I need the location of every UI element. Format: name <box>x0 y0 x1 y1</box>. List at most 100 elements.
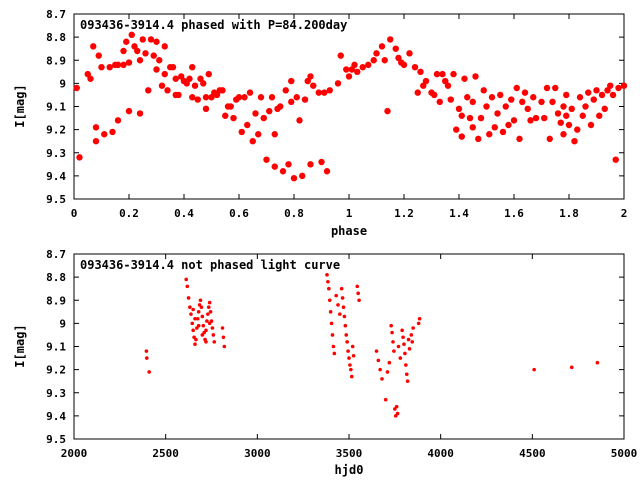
data-point <box>290 174 298 182</box>
data-point <box>346 349 350 353</box>
data-point <box>341 305 346 309</box>
data-point <box>387 36 394 43</box>
x-tick-label: 0.4 <box>174 207 194 220</box>
data-point <box>480 87 487 94</box>
x-tick-label: 2 <box>621 207 628 220</box>
data-point <box>431 91 438 99</box>
x-tick-label: 4000 <box>427 447 454 460</box>
data-point <box>439 70 446 78</box>
x-tick-label: 1.6 <box>504 207 524 220</box>
data-point <box>330 333 335 337</box>
data-point <box>202 94 210 101</box>
data-point <box>343 323 348 328</box>
data-point <box>402 342 406 346</box>
data-point <box>513 84 520 92</box>
data-point <box>461 75 468 82</box>
data-point <box>106 63 113 71</box>
data-point <box>365 61 372 69</box>
data-point <box>191 328 195 333</box>
data-point <box>380 377 384 381</box>
data-point <box>205 70 212 78</box>
y-tick-label: 8.7 <box>46 8 66 21</box>
data-point <box>153 66 160 73</box>
data-point <box>601 105 608 113</box>
data-point <box>325 273 329 277</box>
data-point <box>92 124 100 131</box>
data-point <box>193 342 197 346</box>
y-tick-label: 9 <box>59 317 66 330</box>
data-point <box>197 75 204 82</box>
y-tick-label: 9.4 <box>46 170 66 183</box>
data-point <box>563 91 570 99</box>
data-point <box>574 126 581 133</box>
data-point <box>389 323 393 328</box>
data-point <box>279 168 287 175</box>
data-point <box>189 94 196 101</box>
data-points <box>73 31 628 182</box>
data-point <box>178 73 185 80</box>
data-point <box>145 87 152 94</box>
data-point <box>568 105 575 113</box>
data-point <box>391 340 395 344</box>
data-point <box>207 321 212 326</box>
data-point <box>590 96 597 103</box>
data-point <box>351 61 358 69</box>
data-point <box>206 312 210 316</box>
data-point <box>205 319 209 323</box>
data-point <box>332 351 337 356</box>
data-point <box>202 105 210 113</box>
data-point <box>403 351 407 356</box>
data-point <box>569 365 574 370</box>
data-point <box>453 126 460 133</box>
data-point <box>516 135 523 143</box>
data-point <box>407 347 412 351</box>
y-tick-label: 9.2 <box>46 124 66 137</box>
data-point <box>252 110 259 117</box>
x-tick-label: 0 <box>71 207 78 220</box>
data-point <box>164 87 171 94</box>
data-point <box>620 82 628 89</box>
data-point <box>323 168 331 175</box>
data-point <box>356 291 360 296</box>
data-point <box>125 59 133 66</box>
data-point <box>392 349 396 353</box>
data-point <box>136 110 144 117</box>
data-point <box>409 333 414 337</box>
x-tick-label: 1.8 <box>559 207 579 220</box>
data-point <box>384 107 391 115</box>
data-point <box>491 124 498 131</box>
data-point <box>268 94 276 101</box>
data-point <box>394 404 399 409</box>
data-point <box>378 43 386 50</box>
data-point <box>351 353 356 358</box>
data-point <box>338 312 342 316</box>
data-point <box>464 94 471 101</box>
data-point <box>139 36 146 43</box>
data-point <box>521 89 529 96</box>
data-point <box>219 87 226 94</box>
data-point <box>475 135 482 143</box>
data-point <box>87 75 94 82</box>
data-point <box>442 77 449 85</box>
data-point <box>383 397 388 402</box>
data-point <box>195 316 200 321</box>
data-point <box>347 356 351 360</box>
data-point <box>612 156 619 163</box>
y-tick-label: 9.2 <box>46 364 66 377</box>
data-point <box>345 73 353 80</box>
x-tick-label: 2000 <box>61 447 88 460</box>
data-point <box>455 105 463 113</box>
x-tick-label: 0.6 <box>229 207 249 220</box>
data-point <box>400 61 408 69</box>
data-point <box>571 137 578 145</box>
data-point <box>422 77 430 85</box>
data-point <box>593 87 600 94</box>
data-point <box>340 296 345 300</box>
data-point <box>374 349 379 353</box>
data-point <box>194 96 201 103</box>
data-point <box>230 114 237 122</box>
data-point <box>304 77 311 85</box>
data-point <box>257 94 265 101</box>
data-point <box>277 103 284 110</box>
data-point <box>552 84 559 92</box>
